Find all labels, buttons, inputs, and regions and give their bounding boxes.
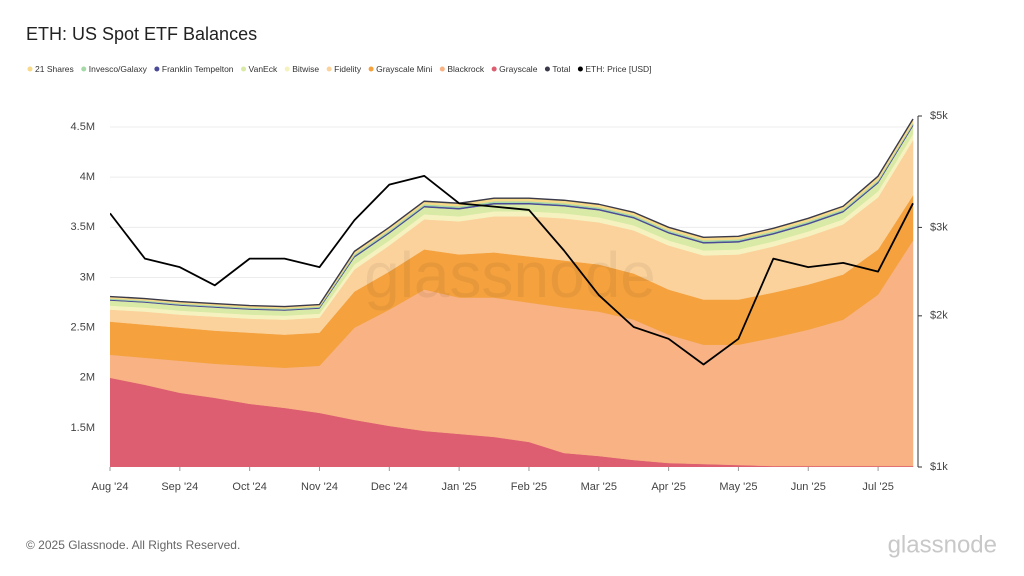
y2-tick-label: $1k — [930, 461, 948, 473]
logo: glassnode — [888, 531, 997, 558]
y-tick-label: 4.5M — [71, 121, 95, 133]
legend-swatch — [577, 66, 583, 72]
x-tick-label: Jun '25 — [791, 481, 826, 493]
y-tick-label: 3M — [80, 271, 95, 283]
x-tick-label: Jan '25 — [442, 481, 477, 493]
legend-label: Bitwise — [292, 64, 319, 74]
legend-swatch — [81, 66, 87, 72]
legend-label: VanEck — [249, 64, 278, 74]
legend-label: 21 Shares — [35, 64, 74, 74]
y-tick-label: 2M — [80, 372, 95, 384]
x-tick-label: Sep '24 — [161, 481, 198, 493]
watermark: glassnode — [364, 239, 656, 311]
legend-label: Invesco/Galaxy — [89, 64, 148, 74]
y-tick-label: 4M — [80, 171, 95, 183]
y-tick-label: 2.5M — [71, 322, 95, 334]
x-tick-label: Dec '24 — [371, 481, 408, 493]
legend-label: Grayscale — [499, 64, 538, 74]
x-tick-label: Oct '24 — [232, 481, 267, 493]
legend-swatch — [439, 66, 445, 72]
legend-label: Total — [552, 64, 570, 74]
x-tick-label: Feb '25 — [511, 481, 547, 493]
y-tick-label: 3.5M — [71, 221, 95, 233]
legend-swatch — [491, 66, 497, 72]
legend-label: ETH: Price [USD] — [585, 64, 651, 74]
legend-swatch — [241, 66, 247, 72]
y2-tick-label: $3k — [930, 221, 948, 233]
legend-swatch — [544, 66, 550, 72]
legend-swatch — [154, 66, 160, 72]
price-line — [110, 174, 914, 366]
legend-label: Fidelity — [334, 64, 362, 74]
legend-label: Grayscale Mini — [376, 64, 432, 74]
x-tick-label: Mar '25 — [581, 481, 617, 493]
footer: © 2025 Glassnode. All Rights Reserved. — [26, 538, 240, 552]
legend-swatch — [27, 66, 33, 72]
y-tick-label: 1.5M — [71, 422, 95, 434]
x-tick-label: May '25 — [719, 481, 757, 493]
y2-tick-label: $2k — [930, 310, 948, 322]
legend-swatch — [368, 66, 374, 72]
chart-title: ETH: US Spot ETF Balances — [26, 24, 257, 44]
plot-area — [110, 118, 914, 467]
legend-swatch — [326, 66, 332, 72]
x-tick-label: Nov '24 — [301, 481, 338, 493]
x-tick-label: Apr '25 — [651, 481, 686, 493]
x-tick-label: Jul '25 — [862, 481, 893, 493]
y2-tick-label: $5k — [930, 110, 948, 122]
legend-label: Franklin Tempelton — [162, 64, 234, 74]
legend-label: Blackrock — [447, 64, 485, 74]
legend-swatch — [284, 66, 290, 72]
total-line — [110, 118, 914, 308]
x-tick-label: Aug '24 — [92, 481, 129, 493]
